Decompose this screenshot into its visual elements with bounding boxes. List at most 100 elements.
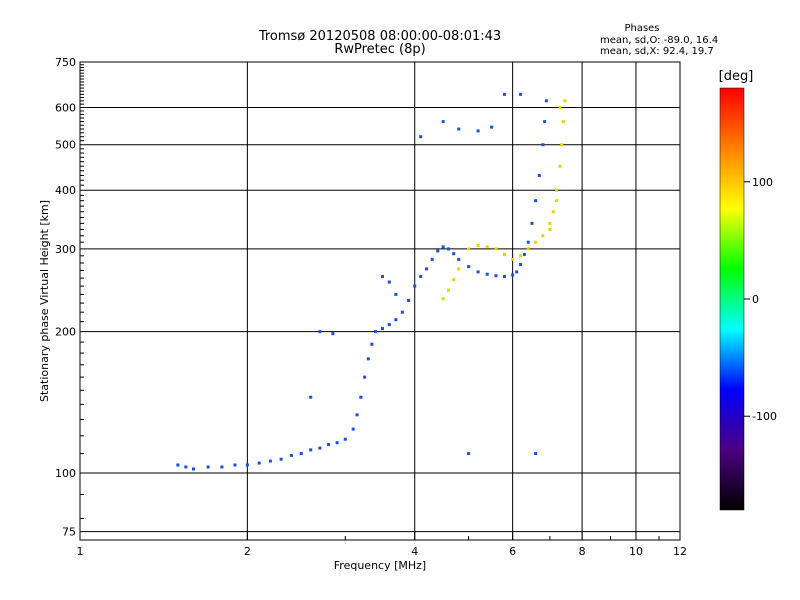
data-point-o — [327, 442, 331, 446]
y-tick-label: 75 — [62, 526, 76, 539]
data-point-o — [380, 327, 384, 331]
data-point-o — [515, 270, 519, 274]
data-point-o — [220, 465, 224, 469]
data-point-x — [548, 227, 552, 231]
colorbar-tick-label: 0 — [752, 293, 759, 306]
data-point-o — [184, 465, 188, 469]
data-point-o — [279, 457, 283, 461]
data-point-o — [331, 332, 335, 336]
data-point-o — [534, 452, 538, 456]
data-point-o — [206, 465, 210, 469]
data-point-o — [407, 298, 411, 302]
data-point-o — [541, 143, 545, 147]
y-axis-label: Stationary phase Virtual Height [km] — [38, 200, 51, 402]
data-point-x — [560, 143, 564, 147]
colorbar-tick-label: -100 — [752, 410, 777, 423]
data-point-o — [366, 357, 370, 361]
data-point-o — [380, 275, 384, 279]
data-point-o — [511, 273, 515, 277]
data-points — [176, 92, 567, 471]
data-point-o — [394, 318, 398, 322]
data-point-x — [558, 106, 562, 110]
data-point-o — [394, 292, 398, 296]
grid-lines — [80, 61, 680, 540]
data-point-x — [563, 99, 567, 103]
colorbar-ticks: 100 0 -100 — [744, 176, 777, 423]
chart-subtitle: RwPretec (8p) — [334, 42, 425, 57]
data-point-o — [176, 463, 180, 467]
data-point-o — [441, 120, 445, 124]
data-point-o — [309, 448, 313, 452]
data-point-o — [387, 280, 391, 284]
x-tick-label: 2 — [244, 545, 251, 558]
x-tick-label: 10 — [629, 545, 643, 558]
data-point-o — [335, 441, 339, 445]
data-point-x — [452, 278, 456, 282]
data-point-o — [485, 272, 489, 276]
y-tick-label: 200 — [55, 326, 76, 339]
data-point-o — [502, 275, 506, 279]
data-point-o — [318, 330, 322, 334]
data-point-x — [526, 247, 530, 251]
data-point-o — [373, 330, 377, 334]
data-point-x — [467, 247, 471, 251]
colorbar — [719, 87, 745, 511]
data-point-o — [359, 395, 363, 399]
data-point-o — [544, 99, 548, 103]
data-point-o — [387, 323, 391, 327]
data-point-o — [490, 125, 494, 129]
data-point-o — [289, 453, 293, 457]
data-point-x — [494, 247, 498, 251]
data-point-x — [541, 234, 545, 238]
data-point-x — [476, 244, 480, 248]
x-tick-label: 4 — [411, 545, 418, 558]
data-point-x — [502, 252, 506, 256]
data-point-x — [555, 188, 559, 192]
data-point-x — [485, 245, 489, 249]
data-point-o — [476, 129, 480, 133]
x-tick-label: 12 — [673, 545, 687, 558]
data-point-x — [441, 297, 445, 301]
y-tick-label: 750 — [55, 56, 76, 69]
data-point-o — [355, 413, 359, 417]
phase-stats-title: Phases — [624, 23, 659, 34]
data-point-o — [363, 375, 367, 379]
data-point-x — [457, 267, 461, 271]
plot-area — [79, 61, 681, 541]
data-point-o — [457, 127, 461, 131]
y-tick-label: 500 — [55, 139, 76, 152]
colorbar-tick-label: 100 — [752, 176, 773, 189]
data-point-o — [446, 247, 450, 251]
data-point-x — [548, 221, 552, 225]
data-point-o — [400, 310, 404, 314]
data-point-o — [257, 461, 261, 465]
data-point-x — [446, 288, 450, 292]
data-point-o — [318, 446, 322, 450]
x-axis-label: Frequency [MHz] — [334, 559, 426, 572]
data-point-o — [419, 275, 423, 279]
chart-title: Tromsø 20120508 08:00:00-08:01:43 — [258, 29, 501, 44]
data-point-o — [191, 467, 195, 471]
x-tick-label: 6 — [509, 545, 516, 558]
data-point-o — [343, 437, 347, 441]
data-point-x — [558, 164, 562, 168]
data-point-o — [519, 92, 523, 96]
data-point-o — [452, 252, 456, 256]
data-point-o — [268, 459, 272, 463]
data-point-o — [530, 221, 534, 225]
data-point-o — [425, 267, 429, 271]
colorbar-label: [deg] — [719, 69, 754, 84]
y-tick-label: 100 — [55, 467, 76, 480]
data-point-o — [441, 245, 445, 249]
data-point-o — [430, 257, 434, 261]
data-point-o — [534, 199, 538, 203]
data-point-o — [519, 262, 523, 266]
data-point-x — [511, 257, 515, 261]
data-point-o — [502, 92, 506, 96]
data-point-o — [233, 463, 237, 467]
data-point-o — [522, 252, 526, 256]
x-tick-label: 8 — [579, 545, 586, 558]
y-tick-label: 400 — [55, 184, 76, 197]
x-tick-label: 1 — [77, 545, 84, 558]
